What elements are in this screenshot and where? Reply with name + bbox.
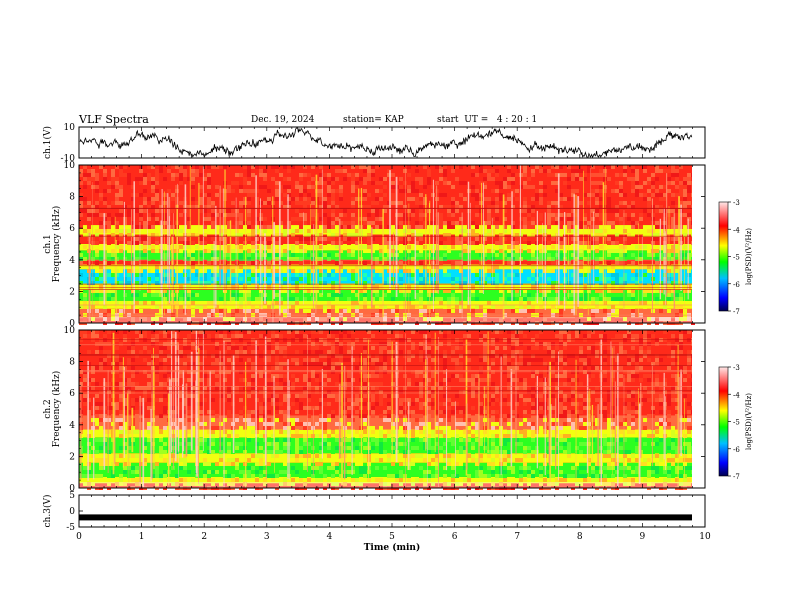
ch2-spectrogram-ylabel-channel: ch.2 (43, 399, 53, 418)
x-tick-label: 10 (699, 532, 711, 542)
ch2-spectrogram-colorbar-tick: -5 (733, 419, 740, 427)
x-axis-label: Time (min) (364, 542, 421, 553)
ch1-spectrogram-ytick-label: 10 (64, 161, 76, 171)
ch2-spectrogram-lowband (79, 482, 692, 488)
ch1-spectrogram-band-11 (79, 225, 692, 235)
x-tick-label: 8 (577, 532, 583, 542)
ch1-spectrogram-ytick-label: 4 (69, 256, 75, 266)
ch1-spectrogram-colorbar-tick: -6 (733, 281, 740, 289)
x-tick-label: 2 (201, 532, 207, 542)
ch1-spectrogram (79, 165, 705, 325)
ch2-spectrogram-ytick-label: 6 (69, 389, 75, 399)
ch1-spectrogram-lowband (79, 317, 692, 323)
ch1-spectrogram-ylabel-frequency: Frequency (kHz) (51, 206, 62, 283)
ch1-spectrogram-colorbar-tick: -5 (733, 254, 740, 262)
ch1-spectrogram-ytick-label: 8 (69, 193, 75, 203)
ch1-waveform-ytick-label: -10 (61, 154, 76, 164)
ch2-spectrogram-colorbar-tick: -7 (733, 473, 740, 481)
ch2-spectrogram-colorbar-tick: -4 (733, 391, 740, 399)
x-tick-label: 4 (327, 532, 333, 542)
ch2-spectrogram-ytick-label: 10 (64, 326, 76, 336)
x-tick-label: 9 (640, 532, 646, 542)
start-ut-label: start UT = 4 : 20 : 1 (437, 115, 538, 125)
x-tick-label: 7 (514, 532, 520, 542)
ch1-spectrogram-colorbar-tick: -4 (733, 226, 740, 234)
ch2-spectrogram-ytick-label: 2 (69, 452, 75, 462)
ch2-spectrogram (79, 330, 705, 490)
x-tick-label: 1 (139, 532, 145, 542)
ch1-spectrogram-ytick-label: 6 (69, 224, 75, 234)
ch1-waveform-ylabel: ch.1(V) (42, 126, 53, 159)
ch1-spectrogram-ytick-label: 0 (69, 319, 75, 329)
x-tick-label: 0 (76, 532, 82, 542)
ch1-frame (78, 126, 706, 159)
ch3-waveform-trace (79, 514, 692, 521)
ch1-spectrogram-colorbar-tick: -3 (733, 199, 740, 207)
ch2-spectrogram-colorbar-tick: -6 (733, 446, 740, 454)
ch3-waveform-ylabel: ch.3(V) (42, 495, 53, 528)
x-tick-label: 3 (264, 532, 270, 542)
ch2-spectrogram-blank-end (692, 330, 705, 488)
ch1-spectrogram-ylabel-channel: ch.1 (43, 234, 53, 253)
ch1-spectrogram-colorbar-label: log(PSD)(V²/Hz) (745, 228, 753, 285)
ch2-spectrogram-ytick-label: 4 (69, 421, 75, 431)
ch1-spectrogram-colorbar (718, 201, 729, 312)
ch2-spectrogram-ytick-label: 8 (69, 358, 75, 368)
ch1-spectrogram-blank-end (692, 165, 705, 323)
x-tick-label: 6 (452, 532, 458, 542)
station-label: station= KAP (343, 115, 404, 125)
ch2-spectrogram-band-3 (79, 453, 692, 463)
ch3-waveform-ytick-label: 0 (69, 507, 75, 517)
ch2-spectrogram-ylabel-frequency: Frequency (kHz) (51, 371, 62, 448)
ch1-spectrogram-band-9 (79, 244, 692, 251)
ch3-waveform-ytick-label: 5 (69, 491, 75, 501)
ch2-spectrogram-colorbar (718, 366, 729, 477)
ch2-spectrogram-colorbar-tick: -3 (733, 364, 740, 372)
ch1-spectrogram-ytick-label: 2 (69, 287, 75, 297)
ch3-frame (78, 494, 706, 528)
ch3-waveform-ytick-label: -5 (66, 523, 75, 533)
figure-title: VLF Spectra (79, 113, 149, 126)
x-tick-label: 5 (389, 532, 395, 542)
date-label: Dec. 19, 2024 (251, 115, 315, 125)
ch1-waveform-trace (79, 127, 693, 159)
ch2-spectrogram-colorbar-label: log(PSD)(V²/Hz) (745, 393, 753, 450)
ch1-spectrogram-band-8 (79, 250, 692, 260)
ch1-spectrogram-colorbar-tick: -7 (733, 308, 740, 316)
ch1-waveform-ytick-label: 10 (64, 123, 76, 133)
ch2-spectrogram-ytick-label: 0 (69, 484, 75, 494)
